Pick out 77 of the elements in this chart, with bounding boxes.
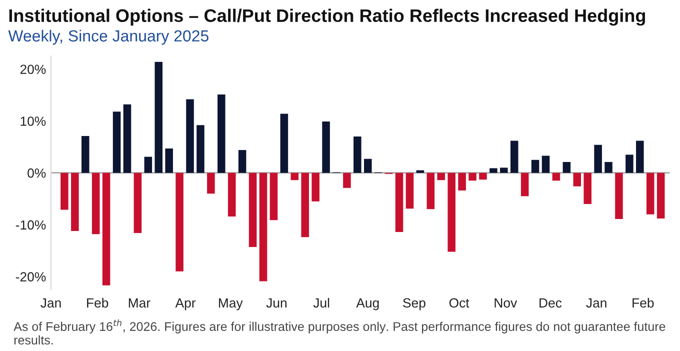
bar [395,172,404,232]
bar [604,162,612,173]
bar [228,172,236,216]
bar [448,172,456,252]
bar [416,170,424,173]
bar [406,172,414,209]
bar [196,125,204,173]
bar [490,168,498,173]
bar [176,172,184,272]
bar [81,136,90,173]
y-tick-label: 0% [28,168,46,178]
bar [354,136,362,173]
x-tick-label: Nov [494,298,518,308]
bar [573,172,582,186]
bar [238,150,246,173]
bar [636,140,644,173]
bar [458,172,466,191]
bar [343,172,351,188]
bar [468,172,476,181]
x-tick-label: Feb [87,298,108,308]
bar [510,140,518,173]
bar [562,162,571,173]
bar [594,144,602,173]
bar [520,172,529,196]
x-tick-label: Jan [586,298,606,308]
bar [500,168,508,173]
x-tick-label: Dec [540,298,562,308]
bar [123,104,132,173]
bar [584,172,592,204]
y-tick-label: 20% [20,64,46,74]
bar [71,172,79,231]
bar [207,172,215,194]
x-tick-label: Mar [128,298,150,308]
bar [144,156,152,173]
bar [165,148,173,173]
y-tick-label: -10% [16,220,46,230]
bar [218,94,226,173]
chart-title: Institutional Options – Call/Put Direction Ratio Reflects Increased Hedging [9,8,646,26]
bar [322,122,330,173]
bar [364,158,372,173]
x-tick-label: Jul [313,298,330,308]
bar [626,154,634,173]
chart-subtitle: Weekly, Since January 2025 [8,30,208,45]
x-tick-label: May [218,298,243,310]
bar [112,112,121,173]
bar [186,99,194,173]
bar [479,172,487,180]
x-tick-label: Feb [632,298,654,308]
bar [60,172,68,210]
bar [646,172,654,214]
bar [301,172,309,238]
x-tick-label: Aug [356,298,379,310]
bar [552,172,560,181]
x-tick-label: Jun [266,298,286,308]
bar [426,172,435,210]
x-tick-label: Sep [403,298,426,310]
bar [312,172,320,202]
x-tick-label: Apr [175,298,196,310]
bar [134,172,142,234]
bar [531,160,540,173]
bar [615,172,623,220]
x-tick-label: Jan [40,298,61,308]
bar [102,172,110,286]
bar [259,172,268,282]
y-tick-label: -20% [16,272,46,282]
bar [92,172,100,234]
bar [270,172,278,220]
bar [542,156,550,173]
bar [290,172,299,180]
bar [437,172,445,180]
bar [248,172,257,248]
bar [280,114,288,173]
y-tick-label: 10% [20,116,46,126]
bar [154,62,163,173]
x-tick-label: Oct [449,298,470,308]
bar [656,172,665,219]
text: As of February 16$^{th}$, 2026. Figures are for illustrative purposes only. Past performance figures do not guarantee future results. [14,319,666,345]
